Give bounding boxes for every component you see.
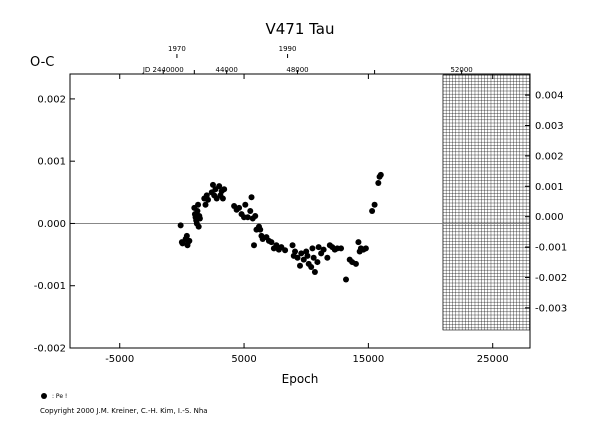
data-point bbox=[311, 269, 318, 276]
data-point bbox=[273, 242, 280, 249]
data-point bbox=[310, 254, 317, 261]
right-tick-label: -0.002 bbox=[535, 273, 567, 284]
right-axis-ticks: -0.003 -0.002 -0.001 0.000 0.001 0.002 0.003 0.… bbox=[525, 91, 567, 314]
data-point bbox=[177, 222, 184, 229]
jd-tick-label: 48000 bbox=[286, 66, 308, 74]
data-point bbox=[343, 276, 349, 283]
right-tick-label: 0.004 bbox=[535, 91, 564, 102]
copyright-text: Copyright 2000 J.M. Kreiner, C.-H. Kim, … bbox=[40, 407, 208, 415]
data-point bbox=[377, 171, 384, 178]
y-tick-label: -0.001 bbox=[34, 281, 66, 292]
x-tick-label: 25000 bbox=[477, 354, 509, 365]
data-point bbox=[369, 208, 376, 214]
y-tick-label: 0.002 bbox=[37, 94, 66, 105]
data-point bbox=[236, 204, 243, 211]
right-tick-label: 0.002 bbox=[535, 151, 564, 162]
data-point bbox=[315, 244, 322, 251]
x-tick-label: -5000 bbox=[105, 354, 134, 365]
jd-tick-label: 44000 bbox=[216, 66, 238, 74]
data-point bbox=[183, 232, 190, 239]
data-point bbox=[186, 237, 193, 244]
future-region-grid bbox=[442, 74, 531, 331]
data-point bbox=[216, 183, 223, 190]
data-point bbox=[371, 201, 378, 208]
y-axis-ticks: -0.002 -0.001 0.000 0.001 0.002 bbox=[34, 94, 75, 355]
chart-title: V471 Tau bbox=[265, 20, 334, 38]
data-point bbox=[309, 245, 316, 252]
y-tick-label: 0.000 bbox=[37, 219, 66, 230]
data-point bbox=[304, 252, 311, 259]
legend-marker bbox=[41, 393, 47, 399]
data-point bbox=[297, 262, 303, 269]
data-point bbox=[324, 254, 331, 261]
right-tick-label: 0.000 bbox=[535, 212, 564, 223]
x-axis-label: Epoch bbox=[282, 372, 319, 386]
y-tick-label: 0.001 bbox=[37, 157, 66, 168]
right-tick-label: -0.003 bbox=[535, 303, 567, 314]
x-axis-ticks: -5000 5000 15000 25000 bbox=[105, 74, 509, 365]
data-point bbox=[252, 212, 259, 219]
year-tick-label: 1970 bbox=[168, 45, 186, 53]
data-point bbox=[219, 195, 226, 202]
jd-axis-ticks: JD 2440000 44000 48000 52000 bbox=[142, 66, 473, 74]
data-point bbox=[268, 239, 275, 246]
data-point bbox=[375, 179, 382, 186]
plot-frame bbox=[69, 73, 531, 349]
data-point bbox=[196, 215, 203, 222]
data-point bbox=[242, 201, 249, 208]
data-point bbox=[244, 214, 251, 221]
y-tick-label: -0.002 bbox=[34, 344, 66, 355]
data-point bbox=[300, 256, 307, 263]
right-tick-label: 0.003 bbox=[535, 121, 564, 132]
data-point bbox=[355, 239, 362, 246]
data-point bbox=[179, 240, 186, 247]
data-point bbox=[209, 181, 216, 188]
data-point bbox=[251, 242, 257, 249]
data-point bbox=[202, 201, 209, 208]
x-tick-label: 15000 bbox=[352, 354, 384, 365]
data-point bbox=[282, 247, 289, 254]
data-point bbox=[352, 260, 359, 267]
data-point bbox=[221, 186, 228, 193]
data-point bbox=[362, 245, 369, 252]
data-point bbox=[257, 226, 264, 233]
jd-tick-label: JD 2440000 bbox=[142, 66, 184, 74]
data-point bbox=[298, 250, 305, 257]
data-point bbox=[195, 201, 202, 208]
data-points bbox=[177, 171, 384, 283]
data-point bbox=[292, 248, 299, 255]
data-point bbox=[294, 254, 301, 261]
data-point bbox=[195, 223, 202, 230]
data-point bbox=[320, 246, 327, 253]
right-tick-label: 0.001 bbox=[535, 182, 564, 193]
data-point bbox=[338, 245, 345, 252]
right-tick-label: -0.001 bbox=[535, 243, 567, 254]
data-point bbox=[248, 194, 255, 201]
y-axis-label: O-C bbox=[30, 55, 54, 70]
data-point bbox=[308, 264, 315, 271]
data-point bbox=[289, 242, 296, 249]
jd-tick-label: 52000 bbox=[450, 66, 472, 74]
data-point bbox=[314, 259, 321, 266]
year-axis-ticks: 1970 1990 bbox=[168, 45, 296, 58]
future-region-border bbox=[442, 74, 531, 331]
x-tick-label: 5000 bbox=[231, 354, 256, 365]
year-tick-label: 1990 bbox=[279, 45, 297, 53]
legend-label: : Pe ! bbox=[52, 393, 67, 400]
data-point bbox=[247, 208, 254, 214]
data-point bbox=[205, 196, 211, 203]
data-point bbox=[194, 208, 201, 214]
